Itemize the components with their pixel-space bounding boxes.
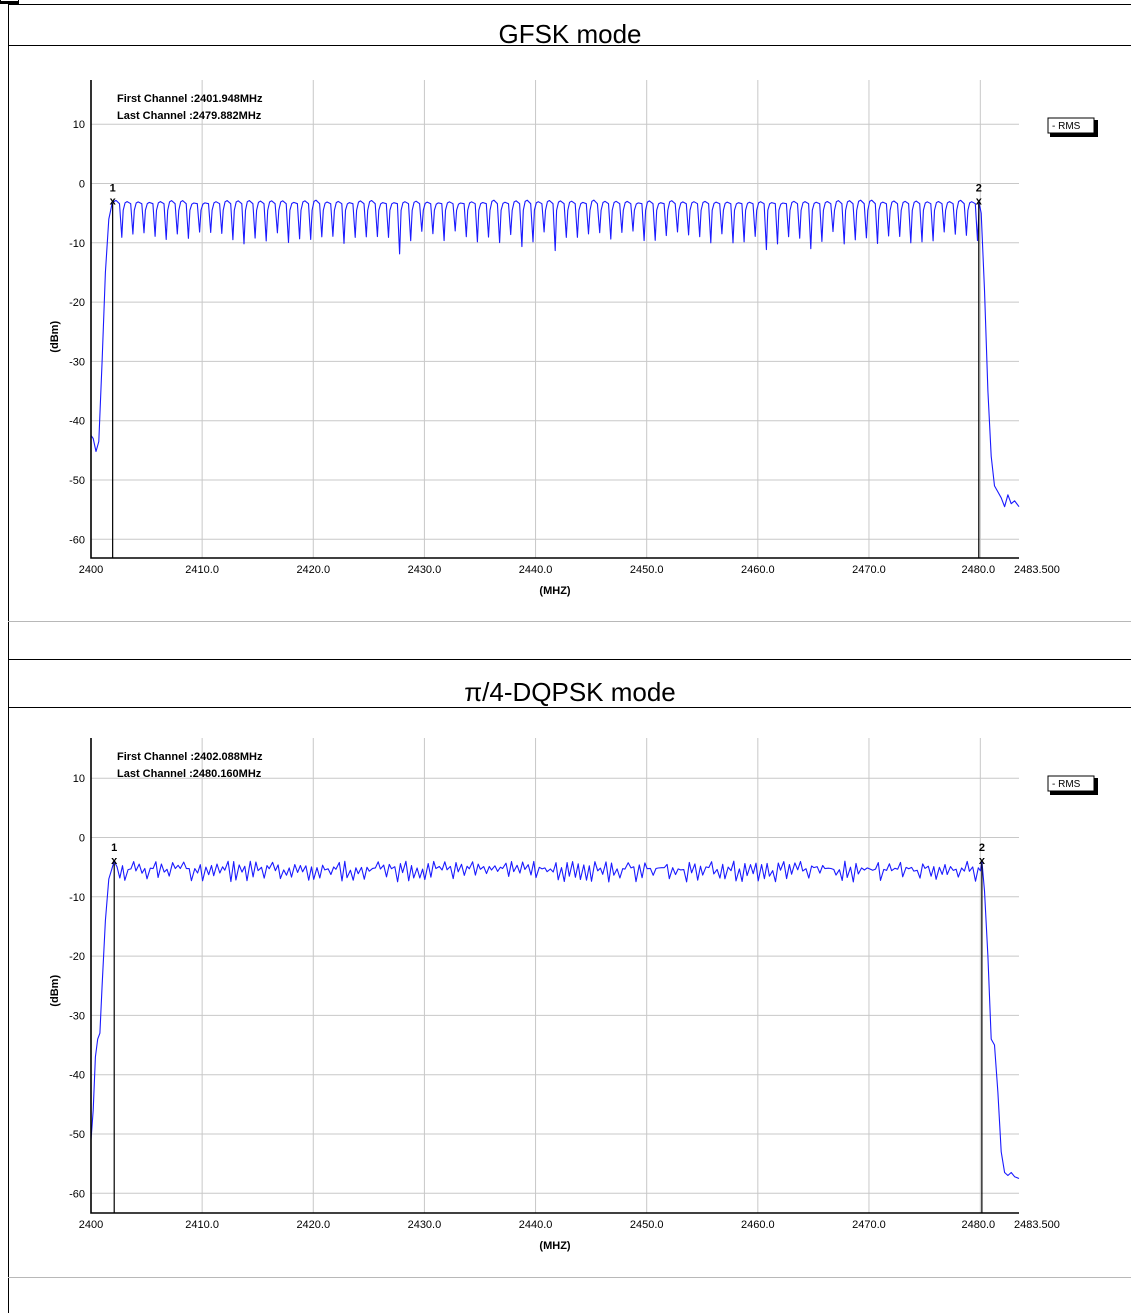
- legend-label-rms: - RMS: [1052, 121, 1081, 132]
- x-tick-label: 2483.500: [1014, 1219, 1060, 1231]
- divider-light: [8, 1277, 1131, 1278]
- x-tick-label: 2470.0: [852, 1219, 886, 1231]
- marker-number-1: 1: [111, 842, 117, 854]
- channel-annotation: Last Channel :2479.882MHz: [117, 110, 262, 122]
- axis-frame: [90, 80, 1019, 559]
- y-tick-label: -50: [69, 1129, 85, 1141]
- x-tick-label: 2440.0: [519, 564, 553, 576]
- marker-number-1: 1: [110, 182, 116, 194]
- series-line-rms: [90, 199, 1020, 508]
- plot-area: [91, 80, 1019, 558]
- x-tick-label: 2410.0: [185, 1219, 219, 1231]
- y-tick-label: -10: [69, 238, 85, 250]
- y-tick-label: -30: [69, 1010, 85, 1022]
- channel-annotation: First Channel :2401.948MHz: [117, 93, 263, 105]
- x-axis-title: (MHZ): [539, 585, 570, 597]
- x-tick-label: 2420.0: [296, 564, 330, 576]
- corner-mark: [0, 0, 19, 4]
- y-tick-label: 10: [73, 773, 85, 785]
- x-tick-label: 2400: [79, 1219, 103, 1231]
- x-tick-label: 2440.0: [519, 1219, 553, 1231]
- divider: [8, 707, 1131, 708]
- x-tick-label: 2450.0: [630, 564, 664, 576]
- x-axis-title: (MHZ): [539, 1240, 570, 1252]
- section-title-gfsk: GFSK mode: [498, 19, 642, 49]
- divider: [8, 45, 1131, 46]
- y-tick-label: -60: [69, 534, 85, 546]
- y-tick-label: -20: [69, 951, 85, 963]
- y-tick-label: -40: [69, 416, 85, 428]
- x-tick-label: 2430.0: [408, 564, 442, 576]
- plot-area: [91, 738, 1019, 1213]
- y-axis-title: (dBm): [49, 321, 61, 353]
- x-tick-label: 2400: [79, 564, 103, 576]
- marker-x-1: x: [111, 855, 118, 867]
- marker-number-2: 2: [976, 182, 982, 194]
- x-tick-label: 2450.0: [630, 1219, 664, 1231]
- y-tick-label: -20: [69, 297, 85, 309]
- axis-frame: [90, 738, 1019, 1214]
- y-tick-label: 10: [73, 119, 85, 131]
- divider-light: [8, 621, 1131, 622]
- x-tick-label: 2480.0: [961, 1219, 995, 1231]
- y-tick-label: -60: [69, 1188, 85, 1200]
- section-title-dqpsk: π/4-DQPSK mode: [464, 677, 676, 707]
- y-tick-label: 0: [79, 833, 85, 845]
- y-axis-title: (dBm): [49, 975, 61, 1007]
- x-tick-label: 2483.500: [1014, 564, 1060, 576]
- x-tick-label: 2410.0: [185, 564, 219, 576]
- y-tick-label: -10: [69, 892, 85, 904]
- y-tick-label: -30: [69, 356, 85, 368]
- marker-number-2: 2: [979, 842, 985, 854]
- channel-annotation: Last Channel :2480.160MHz: [117, 768, 262, 780]
- table-frame: [8, 4, 1131, 1313]
- series-line-rms: [90, 860, 1020, 1180]
- x-tick-label: 2420.0: [296, 1219, 330, 1231]
- x-tick-label: 2470.0: [852, 564, 886, 576]
- legend-label-rms: - RMS: [1052, 779, 1081, 790]
- x-tick-label: 2460.0: [741, 564, 775, 576]
- legend-box: [1047, 117, 1095, 134]
- x-tick-label: 2480.0: [961, 564, 995, 576]
- marker-x-2: x: [979, 855, 986, 867]
- x-tick-label: 2460.0: [741, 1219, 775, 1231]
- divider: [8, 659, 1131, 660]
- marker-x-2: x: [976, 195, 983, 207]
- y-tick-label: 0: [79, 179, 85, 191]
- channel-annotation: First Channel :2402.088MHz: [117, 751, 263, 763]
- y-tick-label: -40: [69, 1070, 85, 1082]
- x-tick-label: 2430.0: [408, 1219, 442, 1231]
- legend-box: [1047, 775, 1095, 792]
- marker-x-1: x: [110, 195, 117, 207]
- y-tick-label: -50: [69, 475, 85, 487]
